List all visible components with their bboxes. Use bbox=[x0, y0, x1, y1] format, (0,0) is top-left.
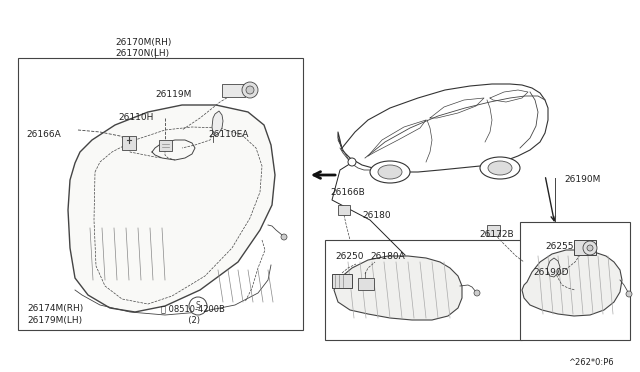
Bar bbox=[487, 225, 500, 236]
Circle shape bbox=[348, 158, 356, 166]
Text: 26110EA: 26110EA bbox=[208, 130, 248, 139]
Polygon shape bbox=[212, 111, 223, 136]
Text: (2): (2) bbox=[183, 316, 200, 325]
Bar bbox=[338, 205, 350, 215]
Ellipse shape bbox=[370, 161, 410, 183]
Text: 26170N(LH): 26170N(LH) bbox=[115, 49, 169, 58]
Text: Ⓢ 08510-4200B: Ⓢ 08510-4200B bbox=[161, 304, 225, 313]
Polygon shape bbox=[68, 105, 275, 312]
Ellipse shape bbox=[480, 157, 520, 179]
Bar bbox=[520, 222, 630, 340]
Text: 26255: 26255 bbox=[545, 242, 573, 251]
Text: 26172B: 26172B bbox=[479, 230, 514, 239]
Bar bbox=[122, 136, 136, 150]
Text: 26179M(LH): 26179M(LH) bbox=[27, 316, 82, 325]
Text: ^262*0:P6: ^262*0:P6 bbox=[568, 358, 614, 367]
Bar bbox=[358, 278, 374, 290]
Text: 26180A: 26180A bbox=[370, 252, 404, 261]
Bar bbox=[222, 84, 245, 97]
Text: S: S bbox=[196, 301, 200, 311]
Polygon shape bbox=[547, 258, 560, 277]
Circle shape bbox=[626, 291, 632, 297]
Circle shape bbox=[189, 297, 207, 315]
Text: 26190M: 26190M bbox=[564, 175, 600, 184]
Polygon shape bbox=[334, 256, 462, 320]
Text: 26180: 26180 bbox=[362, 211, 390, 220]
Text: 26119M: 26119M bbox=[155, 90, 191, 99]
Circle shape bbox=[583, 241, 597, 255]
Text: 26190D: 26190D bbox=[533, 268, 568, 277]
Ellipse shape bbox=[488, 161, 512, 175]
Text: 26110H: 26110H bbox=[118, 113, 154, 122]
Text: 26166A: 26166A bbox=[26, 130, 61, 139]
Circle shape bbox=[246, 86, 254, 94]
Text: 26174M(RH): 26174M(RH) bbox=[27, 304, 83, 313]
Circle shape bbox=[474, 290, 480, 296]
Bar bbox=[332, 274, 352, 288]
Bar bbox=[574, 240, 596, 255]
Polygon shape bbox=[522, 250, 622, 316]
Text: 26170M(RH): 26170M(RH) bbox=[115, 38, 172, 47]
Circle shape bbox=[587, 245, 593, 251]
Ellipse shape bbox=[378, 165, 402, 179]
Circle shape bbox=[281, 234, 287, 240]
Circle shape bbox=[242, 82, 258, 98]
Text: 26250: 26250 bbox=[335, 252, 364, 261]
Bar bbox=[159, 140, 172, 151]
Bar bbox=[18, 58, 303, 330]
Text: 26166B: 26166B bbox=[330, 188, 365, 197]
Bar bbox=[325, 240, 522, 340]
